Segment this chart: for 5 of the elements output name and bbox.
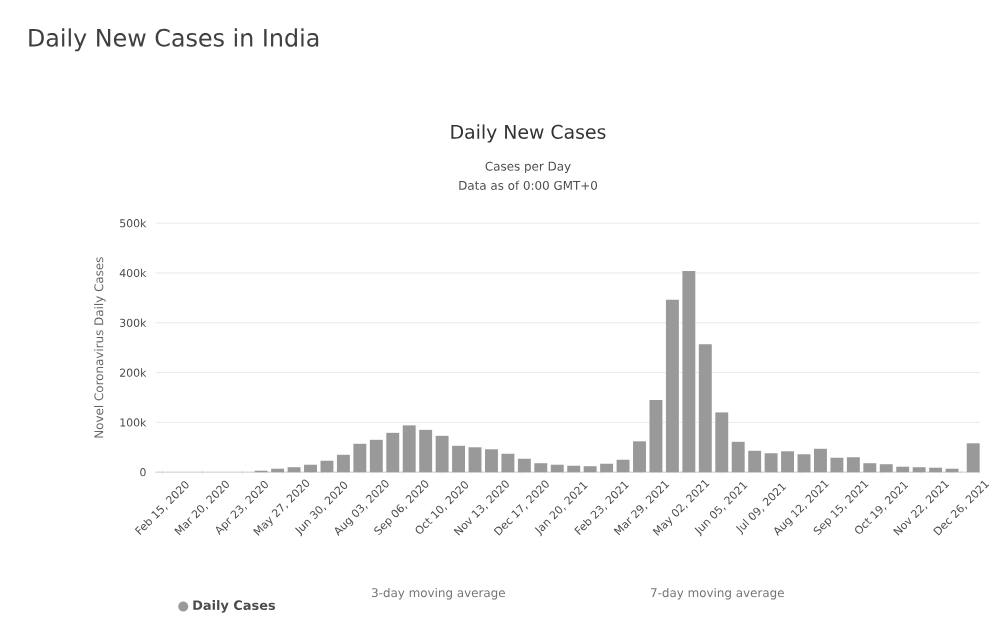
bar [797,454,811,473]
chart-subtitle: Daily New Cases [451,124,606,143]
bar [468,447,482,473]
chart-title: Daily New Cases in India [29,28,319,52]
bar [966,443,980,473]
